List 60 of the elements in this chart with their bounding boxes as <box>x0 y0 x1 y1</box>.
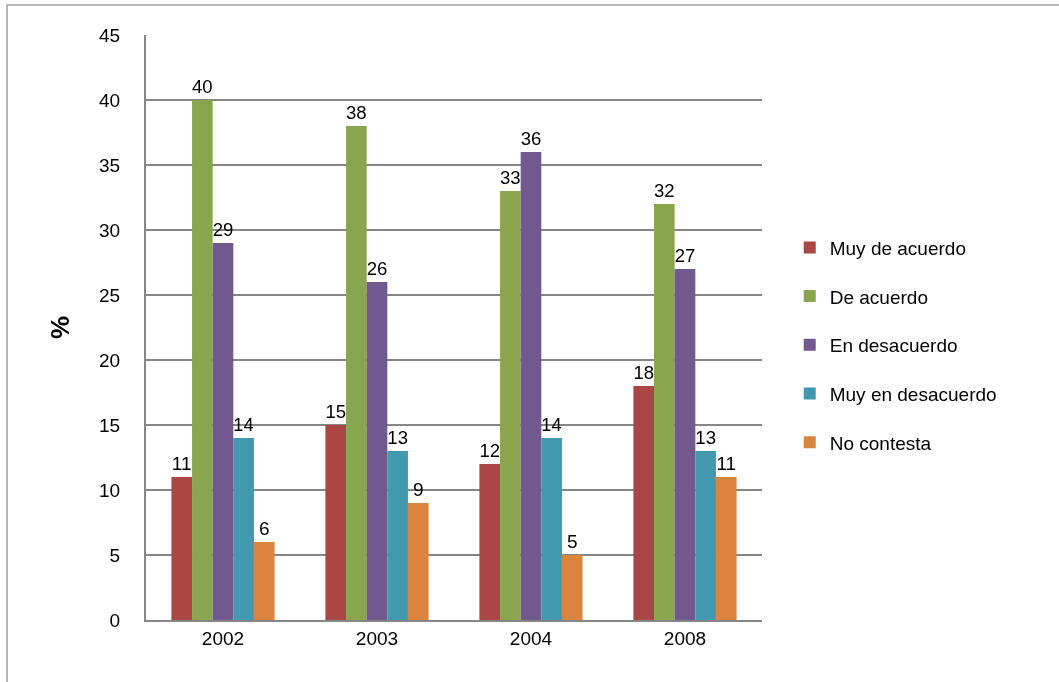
data-label: 11 <box>171 453 192 474</box>
bar <box>541 438 562 620</box>
x-tick-label: 2004 <box>509 627 553 649</box>
data-label: 32 <box>654 180 675 202</box>
x-tick-label: 2003 <box>355 627 399 649</box>
bar <box>633 386 655 620</box>
data-label: 40 <box>192 76 213 98</box>
bar <box>233 438 254 620</box>
y-tick-label: 40 <box>99 89 121 111</box>
x-tick-label: 2002 <box>201 627 245 649</box>
bar <box>715 477 737 620</box>
bar <box>520 152 542 620</box>
y-tick-label: 5 <box>109 544 121 566</box>
data-label: 36 <box>520 128 542 150</box>
legend-label: Muy de acuerdo <box>829 237 966 259</box>
data-label: 26 <box>366 258 388 280</box>
legend-label: No contesta <box>829 432 932 454</box>
data-label: 9 <box>412 479 424 500</box>
data-label: 29 <box>212 219 234 241</box>
bar <box>366 282 388 620</box>
data-label: 33 <box>500 167 521 189</box>
bar <box>561 555 583 620</box>
y-tick-label: 0 <box>109 609 121 631</box>
bar <box>346 126 367 620</box>
y-axis-title: % <box>44 315 75 340</box>
data-label: 12 <box>479 440 501 462</box>
y-tick-label: 35 <box>99 154 121 176</box>
bar <box>171 477 193 620</box>
data-label: 15 <box>325 401 347 423</box>
y-tick-label: 45 <box>99 24 121 46</box>
legend-label: Muy en desacuerdo <box>829 383 997 405</box>
y-tick-label: 25 <box>99 284 121 306</box>
data-label: 13 <box>387 427 408 449</box>
y-tick-label: 15 <box>99 414 121 436</box>
bar <box>479 464 501 620</box>
legend-label: De acuerdo <box>829 286 928 308</box>
data-label: 18 <box>633 362 655 384</box>
bar <box>387 451 408 620</box>
data-label: 14 <box>541 415 562 436</box>
bar <box>654 204 675 620</box>
data-label: 13 <box>695 427 716 449</box>
bar <box>407 503 429 620</box>
bar <box>212 243 234 620</box>
bar <box>192 100 213 620</box>
bar <box>253 542 275 620</box>
y-tick-label: 30 <box>99 219 121 241</box>
data-label: 27 <box>674 245 696 267</box>
x-tick-label: 2008 <box>663 627 707 649</box>
bar <box>674 269 696 620</box>
data-label: 38 <box>346 102 367 124</box>
y-tick-label: 10 <box>99 479 121 501</box>
data-label: 5 <box>566 531 578 552</box>
data-label: 6 <box>258 518 270 539</box>
bar <box>500 191 521 620</box>
y-tick-label: 20 <box>99 349 121 371</box>
legend-label: En desacuerdo <box>829 335 958 357</box>
bar <box>325 425 347 620</box>
data-label: 14 <box>233 415 254 436</box>
data-label: 11 <box>716 453 737 474</box>
bar <box>695 451 716 620</box>
